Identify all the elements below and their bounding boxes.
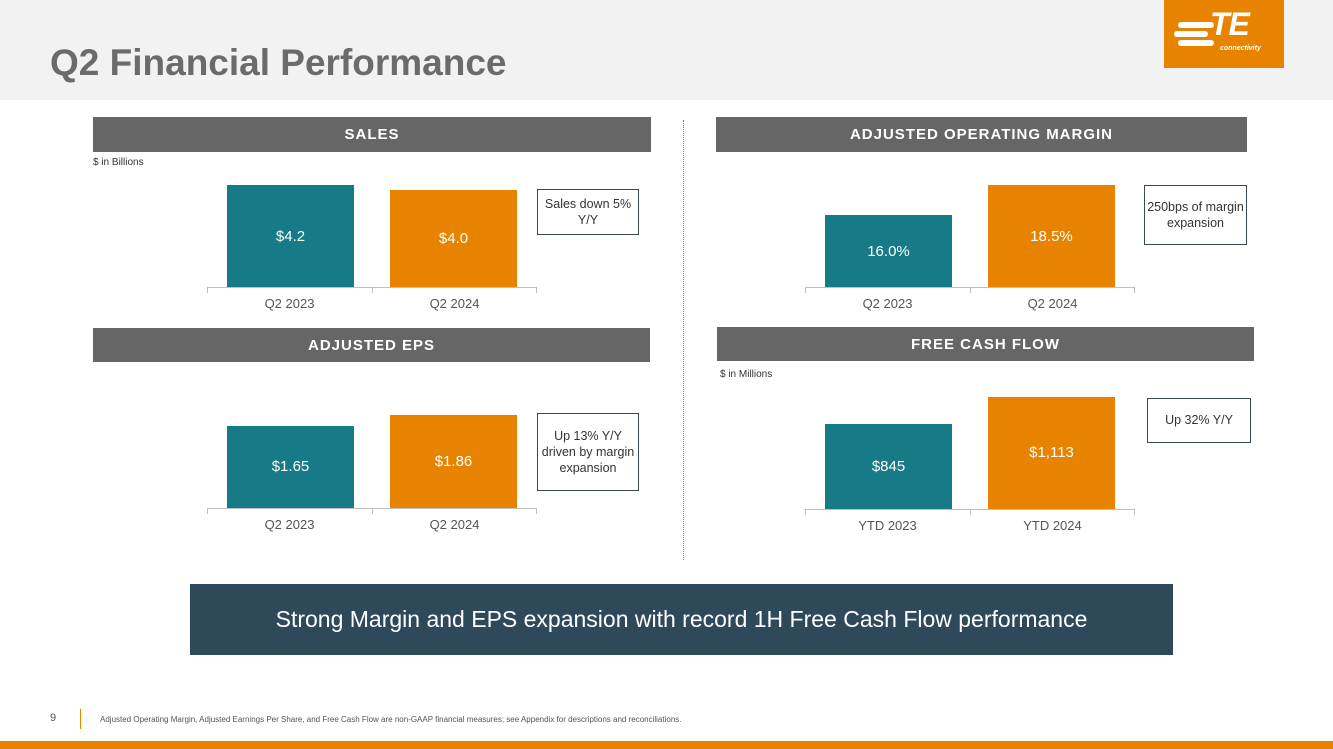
header-band [0,0,1333,100]
eps-chart: $1.65 Q2 2023 $1.86 Q2 2024 [207,403,537,532]
category-label: YTD 2024 [1023,518,1082,533]
bar-q2-2023: $1.65 [227,425,354,508]
data-label: $1.65 [271,458,310,476]
eps-callout: Up 13% Y/Y driven by margin expansion [537,413,639,491]
fcf-chart: $845 YTD 2023 $1,113 YTD 2024 [805,394,1135,533]
category-label: Q2 2023 [862,296,913,311]
bar-ytd-2023: $845 [825,423,952,509]
page-title: Q2 Financial Performance [50,42,507,83]
category-label: YTD 2023 [858,518,917,533]
bar-q2-2023: $4.2 [227,185,354,287]
axis-tick [1134,287,1135,293]
fcf-header: FREE CASH FLOW [717,327,1254,361]
eps-header: ADJUSTED EPS [93,328,650,362]
bar-q2-2023: 16.0% [825,215,952,287]
axis-tick [372,508,373,514]
axis-tick [207,508,208,514]
category-label: Q2 2024 [429,296,480,311]
category-label: Q2 2023 [264,517,315,532]
data-label: 18.5% [1030,227,1073,245]
sales-callout: Sales down 5% Y/Y [537,189,639,235]
data-label: $4.0 [438,230,469,248]
section-divider [683,120,684,560]
bar-ytd-2024: $1,113 [988,396,1115,509]
axis-tick [805,287,806,293]
bar-q2-2024: $4.0 [390,190,517,287]
data-label: $1,113 [1029,444,1074,462]
data-label: $4.2 [275,227,306,245]
aom-header: ADJUSTED OPERATING MARGIN [716,117,1247,152]
fcf-unit-note: $ in Millions [720,369,773,380]
axis-tick [970,509,971,515]
bar-q2-2024: 18.5% [988,185,1115,287]
aom-callout: 250bps of margin expansion [1144,185,1247,245]
axis-tick [536,508,537,514]
axis-tick [1134,509,1135,515]
axis-tick [207,287,208,293]
fcf-callout: Up 32% Y/Y [1147,398,1251,443]
aom-chart: 16.0% Q2 2023 18.5% Q2 2024 [805,179,1135,311]
page-number: 9 [50,712,57,724]
summary-banner: Strong Margin and EPS expansion with rec… [190,584,1173,655]
data-label: $845 [871,457,906,475]
te-connectivity-logo: TE connectivity [1164,0,1284,68]
category-label: Q2 2024 [1027,296,1078,311]
footer-note: Adjusted Operating Margin, Adjusted Earn… [100,715,682,724]
axis-tick [372,287,373,293]
data-label: 16.0% [867,242,910,260]
footer-divider [80,709,81,729]
axis-tick [805,509,806,515]
sales-chart: $4.2 Q2 2023 $4.0 Q2 2024 [207,178,537,311]
sales-unit-note: $ in Billions [93,157,144,168]
category-label: Q2 2024 [429,517,480,532]
data-label: $1.86 [434,453,473,470]
axis-tick [970,287,971,293]
bar-q2-2024: $1.86 [390,415,517,508]
axis-tick [536,287,537,293]
sales-header: SALES [93,117,651,152]
bottom-accent-bar [0,741,1333,749]
category-label: Q2 2023 [264,296,315,311]
